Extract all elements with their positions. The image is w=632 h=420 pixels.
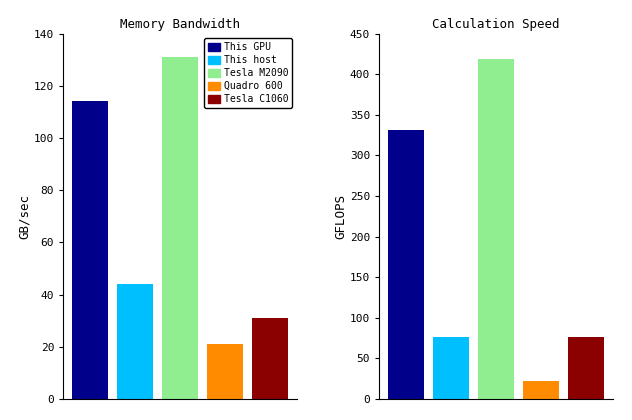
Bar <box>207 344 243 399</box>
Bar <box>252 318 288 399</box>
Legend: This GPU, This host, Tesla M2090, Quadro 600, Tesla C1060: This GPU, This host, Tesla M2090, Quadro… <box>204 39 293 108</box>
Y-axis label: GB/sec: GB/sec <box>18 194 31 239</box>
Title: Calculation Speed: Calculation Speed <box>432 18 560 31</box>
Bar <box>433 337 469 399</box>
Bar <box>72 102 108 399</box>
Bar <box>162 57 198 399</box>
Bar <box>478 59 514 399</box>
Bar <box>523 381 559 399</box>
Bar <box>117 284 153 399</box>
Title: Memory Bandwidth: Memory Bandwidth <box>120 18 240 31</box>
Y-axis label: GFLOPS: GFLOPS <box>334 194 347 239</box>
Bar <box>388 130 424 399</box>
Bar <box>568 337 604 399</box>
